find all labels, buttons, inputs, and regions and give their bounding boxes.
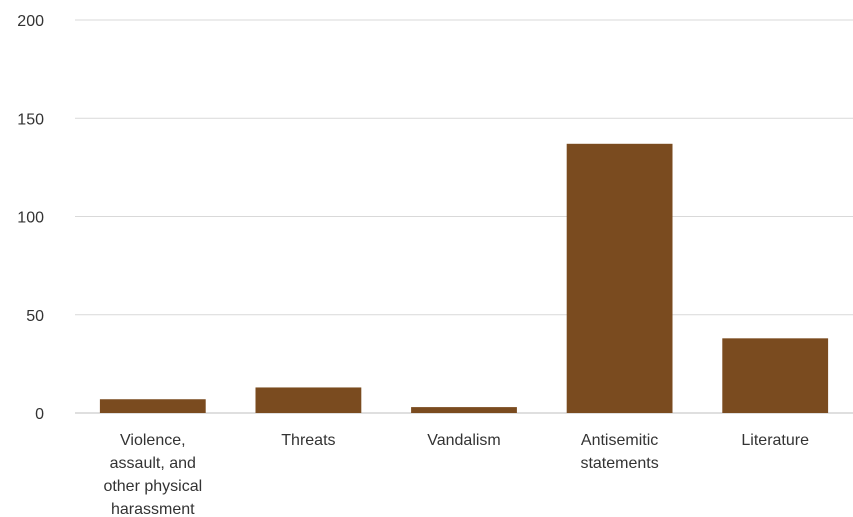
x-tick-label-line: Threats (281, 432, 335, 449)
bar (722, 338, 829, 413)
bar (99, 399, 206, 413)
x-axis: Violence, assault, and other physical haras… (103, 432, 809, 517)
x-tick-label-line: harassment (111, 501, 195, 517)
y-tick-label: 50 (26, 308, 44, 325)
y-tick-label: 100 (17, 210, 44, 227)
x-tick-label: Vandalism (427, 432, 501, 449)
x-tick-label-line: assault, and (110, 455, 196, 472)
y-tick-label: 200 (17, 13, 44, 30)
y-axis: 0 50 100 150 200 (17, 13, 44, 423)
x-tick-label-line: other physical (103, 478, 202, 495)
bar (566, 143, 673, 414)
bar (255, 387, 362, 413)
x-tick-label-line: Violence, (120, 432, 186, 449)
x-tick-label: Literature (741, 432, 809, 449)
x-tick-label: Threats (281, 432, 335, 449)
x-tick-label: Antisemitic statements (580, 432, 658, 472)
y-tick-label: 0 (35, 406, 44, 423)
bar (411, 407, 517, 413)
x-tick-label-line: statements (580, 455, 658, 472)
x-tick-label: Violence, assault, and other physical haras… (103, 432, 202, 517)
x-tick-label-line: Antisemitic (581, 432, 658, 449)
y-tick-label: 150 (17, 111, 44, 128)
x-tick-label-line: Literature (741, 432, 809, 449)
bars (99, 143, 829, 414)
x-tick-label-line: Vandalism (427, 432, 501, 449)
